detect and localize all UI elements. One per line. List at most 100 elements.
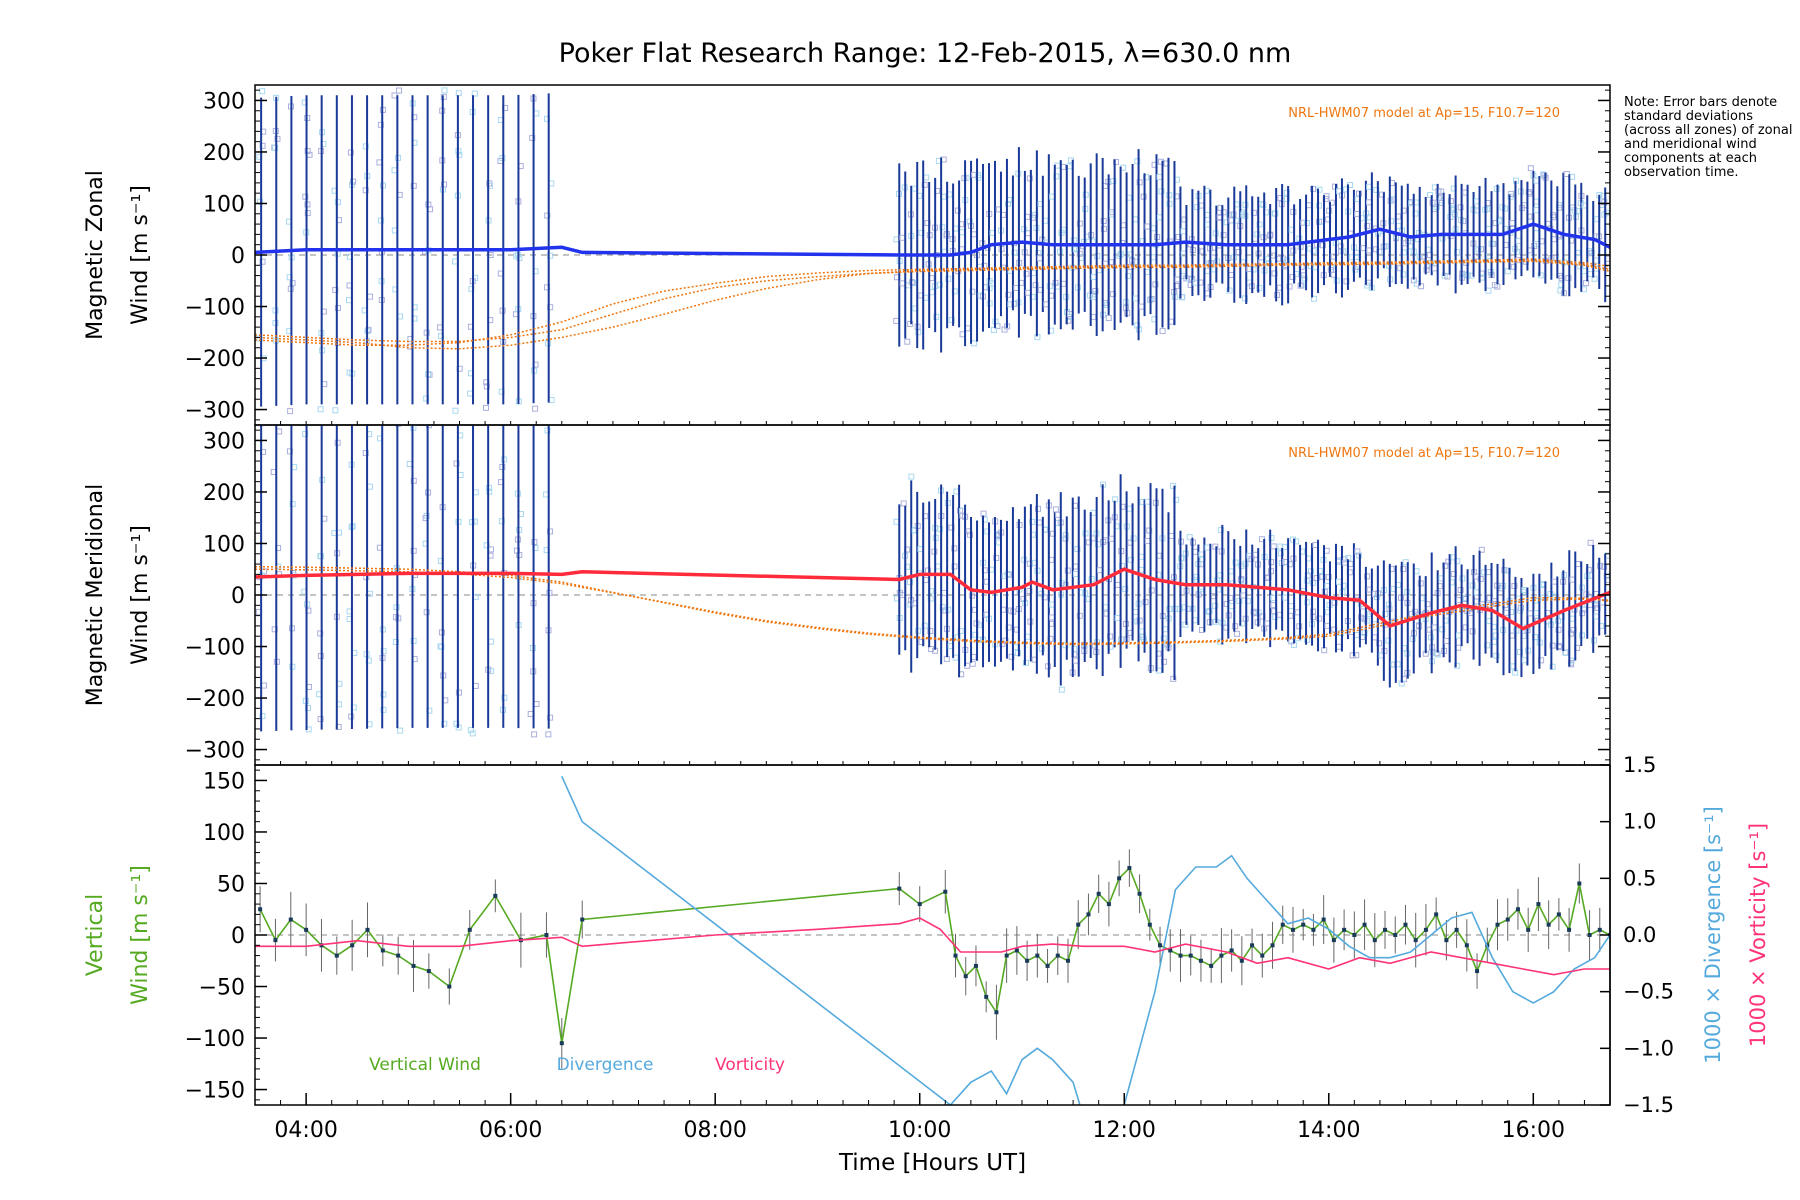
vertical-point	[963, 974, 968, 979]
y-tick-label: 50	[217, 872, 245, 897]
scatter-point	[1023, 270, 1030, 277]
scatter-point	[907, 320, 914, 327]
scatter-point	[532, 405, 539, 412]
scatter-point	[406, 461, 413, 468]
scatter-point	[1504, 268, 1511, 275]
scatter-point	[1058, 686, 1065, 693]
scatter-point	[1331, 599, 1338, 606]
vertical-point	[1158, 943, 1163, 948]
scatter-point	[1424, 263, 1431, 270]
scatter-point	[1122, 585, 1129, 592]
zonal-plot-area	[255, 87, 1610, 415]
scatter-point	[1218, 527, 1225, 534]
scatter-point	[501, 694, 508, 701]
vertical-point	[1403, 922, 1408, 927]
scatter-point	[1212, 543, 1219, 550]
scatter-point	[1340, 248, 1347, 255]
scatter-point	[1228, 272, 1235, 279]
scatter-point	[1484, 642, 1491, 649]
scatter-point	[1160, 635, 1167, 642]
scatter-point	[547, 304, 554, 311]
vertical-point	[1352, 933, 1357, 937]
x-tick-label: 08:00	[683, 1118, 746, 1143]
scatter-point	[1005, 291, 1012, 298]
chart-title: Poker Flat Research Range: 12-Feb-2015, …	[559, 38, 1292, 69]
scatter-point	[1148, 587, 1155, 594]
scatter-point	[1364, 573, 1371, 580]
scatter-point	[1555, 626, 1562, 633]
scatter-point	[1301, 275, 1308, 282]
scatter-point	[334, 339, 341, 346]
scatter-point	[1569, 615, 1576, 622]
scatter-point	[1186, 534, 1193, 541]
meridional-plot-area	[255, 411, 1610, 738]
scatter-point	[1204, 211, 1211, 218]
scatter-point	[452, 258, 459, 265]
scatter-point	[1484, 205, 1491, 212]
scatter-point	[933, 313, 940, 320]
vertical-point	[1045, 963, 1050, 968]
scatter-point	[1475, 246, 1482, 253]
scatter-point	[1064, 567, 1071, 574]
x-axis-label: Time [Hours UT]	[838, 1150, 1026, 1176]
scatter-point	[378, 217, 385, 224]
scatter-point	[1220, 209, 1227, 216]
scatter-point	[345, 297, 352, 304]
vertical-point	[1311, 927, 1316, 932]
vertical-point	[380, 948, 385, 953]
y-tick-label: 0	[231, 584, 245, 609]
scatter-point	[1310, 295, 1317, 302]
scatter-point	[921, 181, 928, 188]
scatter-point	[893, 236, 900, 243]
scatter-point	[256, 198, 263, 205]
scatter-point	[1170, 482, 1177, 489]
scatter-point	[1439, 626, 1446, 633]
scatter-point	[1270, 594, 1277, 601]
scatter-point	[1024, 633, 1031, 640]
scatter-point	[498, 518, 505, 525]
vertical-point	[1342, 927, 1347, 932]
scatter-point	[287, 408, 294, 415]
scatter-point	[1485, 287, 1492, 294]
vorticity-axis-label: 1000 × Vorticity [s⁻¹]	[1746, 823, 1770, 1047]
scatter-point	[969, 288, 976, 295]
scatter-point	[533, 110, 540, 117]
scatter-point	[1058, 580, 1065, 587]
scatter-point	[273, 417, 278, 422]
scatter-point	[440, 93, 447, 100]
scatter-point	[1233, 630, 1240, 637]
vertical-point	[1444, 938, 1449, 943]
meridional-ylabel-line1: Magnetic Meridional	[83, 484, 108, 706]
scatter-point	[1316, 186, 1323, 193]
scatter-point	[1100, 225, 1107, 232]
scatter-point	[397, 727, 404, 734]
scatter-point	[1114, 614, 1121, 621]
scatter-point	[422, 411, 427, 416]
scatter-point	[302, 193, 309, 200]
scatter-point	[1517, 607, 1524, 614]
x-tick-label: 10:00	[888, 1118, 951, 1143]
scatter-point	[1076, 220, 1083, 227]
scatter-point	[1004, 200, 1011, 207]
scatter-point	[531, 731, 538, 738]
scatter-point	[1062, 642, 1069, 649]
scatter-point	[376, 159, 383, 166]
scatter-point	[1054, 162, 1061, 169]
vertical-point	[1076, 922, 1081, 927]
vertical-point	[1188, 953, 1193, 958]
scatter-point	[423, 395, 430, 402]
x-tick-label: 06:00	[479, 1118, 542, 1143]
vertical-point	[467, 927, 472, 932]
scatter-point	[928, 645, 935, 652]
scatter-point	[1443, 638, 1450, 645]
vertical-point	[1147, 922, 1152, 927]
vertical-point	[1260, 953, 1265, 958]
scatter-point	[1316, 218, 1323, 225]
vertical-point	[1423, 927, 1428, 932]
scatter-point	[1036, 255, 1043, 262]
vertical-point	[1239, 958, 1244, 963]
scatter-point	[1023, 659, 1030, 666]
scatter-point	[893, 317, 900, 324]
scatter-point	[396, 87, 403, 94]
vertical-point	[493, 893, 498, 898]
